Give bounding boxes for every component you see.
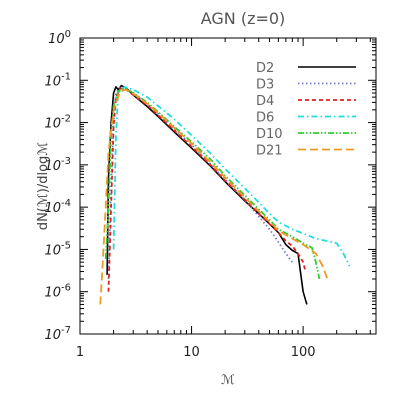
y-tick-label: 100 (48, 29, 71, 47)
y-tick-base: 10 (44, 159, 61, 174)
y-tick-label: 10-7 (44, 325, 71, 343)
y-tick-label: 10-3 (44, 156, 71, 174)
y-tick-exponent: -5 (61, 240, 71, 251)
series-line-d10 (104, 87, 321, 280)
legend-label-d2: D2 (256, 61, 274, 76)
y-tick-base: 10 (48, 32, 65, 47)
x-tick-label: 100 (291, 345, 316, 360)
series-line-d2 (106, 84, 308, 305)
series-line-d21 (99, 88, 329, 305)
legend-label-d6: D6 (256, 111, 274, 126)
y-axis-label: dN(ℳ)/dlogℳ (36, 142, 51, 230)
x-tick-label: 10 (183, 345, 200, 360)
y-tick-base: 10 (44, 117, 61, 132)
y-tick-label: 10-1 (44, 71, 71, 89)
y-tick-exponent: -7 (61, 325, 71, 336)
series-line-d4 (107, 87, 307, 292)
x-axis-label: ℳ (221, 373, 235, 388)
y-tick-exponent: -2 (61, 114, 71, 125)
y-tick-base: 10 (44, 286, 61, 301)
legend-label-d10: D10 (256, 127, 283, 142)
legend-label-d3: D3 (256, 78, 274, 93)
y-tick-base: 10 (44, 243, 61, 258)
y-tick-base: 10 (44, 328, 61, 343)
y-tick-exponent: -6 (61, 283, 71, 294)
y-tick-exponent: 0 (65, 29, 71, 40)
y-tick-label: 10-4 (44, 198, 71, 216)
plot-frame (79, 37, 377, 335)
x-tick-label: 1 (76, 345, 84, 360)
chart-title: AGN (z=0) (201, 9, 286, 28)
legend-label-d21: D21 (256, 144, 283, 159)
series-line-d6 (112, 85, 351, 267)
y-tick-exponent: -3 (61, 156, 71, 167)
series-lines (99, 84, 351, 305)
legend-label-d4: D4 (256, 94, 274, 109)
y-tick-label: 10-5 (44, 240, 71, 258)
y-tick-label: 10-2 (44, 114, 71, 132)
y-tick-base: 10 (44, 74, 61, 89)
y-tick-base: 10 (44, 201, 61, 216)
y-tick-exponent: -1 (61, 71, 71, 82)
series-line-d3 (107, 85, 294, 280)
y-tick-exponent: -4 (61, 198, 71, 209)
y-tick-label: 10-6 (44, 283, 71, 301)
